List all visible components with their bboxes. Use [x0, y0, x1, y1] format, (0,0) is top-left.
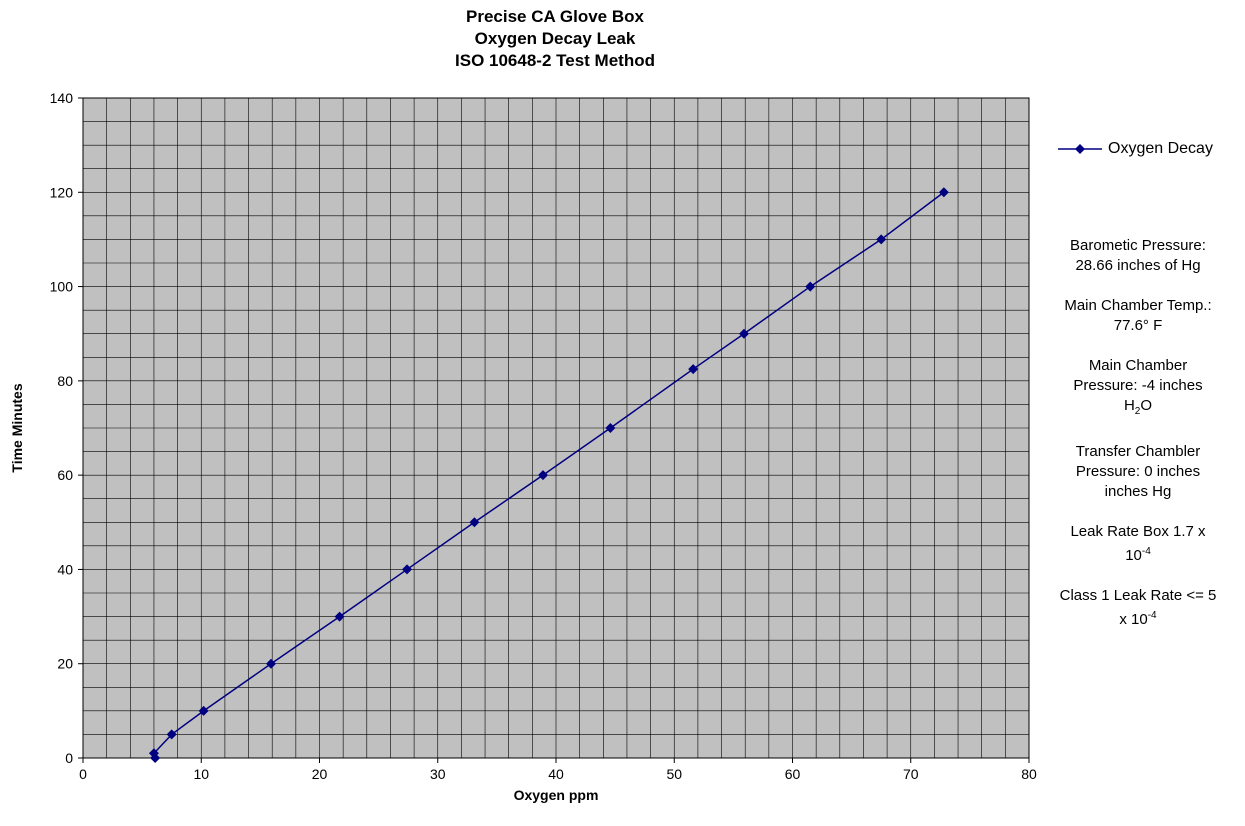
chart-title: Precise CA Glove Box Oxygen Decay Leak I…: [80, 6, 1030, 72]
x-axis-label: Oxygen ppm: [514, 787, 599, 803]
x-tick-label: 0: [79, 766, 87, 782]
note-main-chamber-temp: Main Chamber Temp.: 77.6° F: [1064, 297, 1212, 334]
data-point: [469, 517, 480, 528]
x-tick-label: 30: [430, 766, 446, 782]
data-point: [537, 470, 548, 481]
note-main-chamber-pressure: Main Chamber Pressure: -4 inches H2O: [1073, 357, 1203, 417]
y-tick-label: 120: [50, 184, 74, 200]
data-point: [148, 748, 159, 759]
x-tick-label: 10: [193, 766, 209, 782]
legend: Oxygen Decay: [1056, 140, 1213, 158]
x-tick-label: 20: [312, 766, 328, 782]
y-tick-label: 20: [57, 656, 73, 672]
x-tick-label: 50: [666, 766, 682, 782]
legend-series-label: Oxygen Decay: [1108, 140, 1213, 157]
chart-title-line-2: Oxygen Decay Leak: [474, 29, 636, 48]
x-tick-label: 40: [548, 766, 564, 782]
y-tick-label: 60: [57, 467, 73, 483]
x-tick-label: 60: [785, 766, 801, 782]
data-point: [805, 281, 816, 292]
x-tick-label: 70: [903, 766, 919, 782]
data-point: [876, 234, 887, 245]
note-transfer-chamber-pressure: Transfer Chambler Pressure: 0 inches inc…: [1075, 443, 1201, 500]
y-tick-label: 80: [57, 373, 73, 389]
data-point: [266, 658, 277, 669]
data-point: [605, 423, 616, 433]
data-point: [166, 729, 177, 740]
y-axis-label: Time Minutes: [9, 383, 25, 472]
test-conditions-notes: Barometic Pressure: 28.66 inches of Hg M…: [1038, 236, 1238, 650]
note-leak-rate-box: Leak Rate Box 1.7 x 10-4: [1070, 523, 1206, 564]
y-tick-label: 40: [57, 561, 73, 577]
y-tick-label: 100: [50, 279, 74, 295]
note-barometric-pressure: Barometic Pressure: 28.66 inches of Hg: [1070, 237, 1206, 274]
chart-title-line-1: Precise CA Glove Box: [466, 7, 644, 26]
note-class1-leak-rate: Class 1 Leak Rate <= 5 x 10-4: [1059, 587, 1217, 628]
y-tick-label: 140: [50, 90, 74, 106]
chart-title-line-3: ISO 10648-2 Test Method: [455, 51, 655, 70]
data-point: [334, 611, 345, 622]
data-point: [688, 364, 699, 375]
data-point: [938, 187, 949, 198]
x-tick-label: 80: [1021, 766, 1037, 782]
data-point: [739, 328, 750, 339]
data-point: [198, 705, 209, 716]
y-tick-label: 0: [65, 750, 73, 766]
legend-series-marker: [1058, 144, 1102, 154]
data-point: [402, 564, 413, 575]
